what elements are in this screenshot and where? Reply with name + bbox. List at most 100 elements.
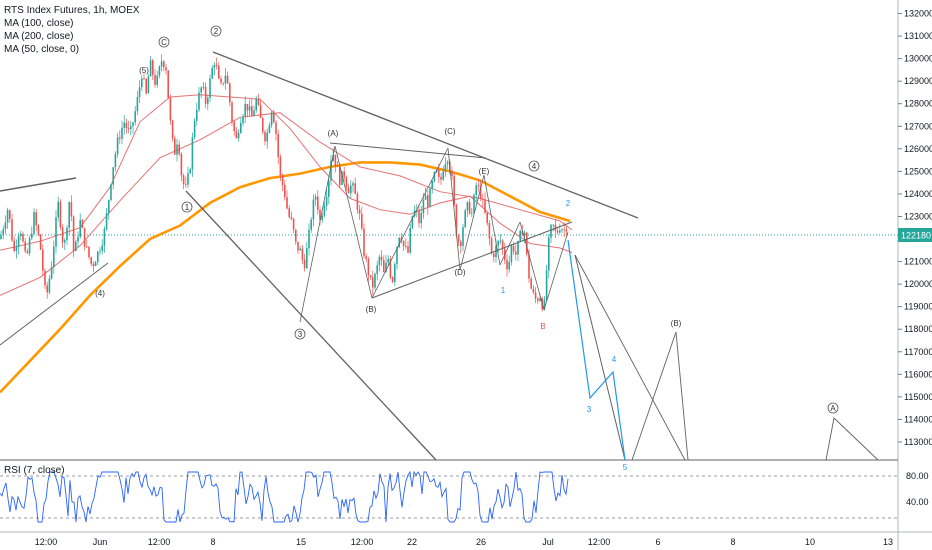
candle-body [341, 171, 343, 186]
price-tick-label: 125000 [904, 166, 932, 176]
time-tick-label: 13 [883, 537, 893, 547]
wave-annotations: C 2 1 3 4 A (5) (4) (A) (B) (C) (D) (E) (B) B 1 2 3 4 5 [95, 25, 839, 472]
trend-lines [0, 51, 879, 461]
candle-body [363, 228, 365, 257]
candle-body [259, 104, 262, 118]
candle-body [550, 224, 552, 238]
trend-line [833, 417, 879, 461]
candle-body [138, 87, 141, 97]
candle-body [358, 209, 361, 214]
candle-body [314, 196, 317, 200]
candle-body [534, 292, 537, 299]
candle-body [484, 199, 486, 213]
candle-body [537, 298, 539, 301]
candle-body [343, 171, 345, 178]
candle-body [70, 202, 73, 217]
candle-body [4, 222, 7, 230]
candle-body [266, 132, 268, 142]
time-tick-label: 10 [805, 537, 815, 547]
candle-body [167, 70, 169, 99]
chart-legend: RTS Index Futures, 1h, MOEX MA (100, clo… [4, 4, 139, 56]
candle-body [207, 97, 209, 104]
candle-body [464, 210, 466, 228]
candle-body [433, 172, 436, 182]
price-tick-label: 117000 [904, 347, 932, 357]
time-axis[interactable]: 12:00 Jun 12:00 8 15 12:00 22 26 Jul 12:00 6 8 10 13 [35, 537, 893, 547]
wave-circle-label: 1 [185, 203, 190, 212]
candle-body [301, 248, 304, 260]
candle-body [339, 166, 341, 186]
candle-body [90, 257, 92, 264]
candle-body [176, 144, 178, 155]
candle-body [31, 233, 33, 239]
candle-body [66, 227, 68, 241]
wave-circle-label: C [161, 38, 167, 47]
candle-body [391, 277, 394, 282]
candle-body [479, 185, 482, 199]
candle-body [468, 201, 471, 214]
legend-ma200: MA (200, close) [4, 31, 74, 42]
candle-body [9, 210, 11, 220]
candle-body [556, 230, 559, 233]
time-tick-label: 22 [407, 537, 417, 547]
candle-body [493, 253, 495, 258]
candle-body [114, 154, 117, 168]
wave-label: (B) [366, 305, 377, 314]
candle-body [26, 251, 29, 254]
candle-body [198, 92, 200, 110]
candle-body [286, 197, 288, 209]
candle-body [545, 270, 548, 300]
candle-body [394, 264, 396, 282]
wave-label: 2 [566, 199, 571, 208]
candle-body [455, 204, 458, 236]
candle-body [99, 250, 101, 252]
candle-body [306, 248, 308, 269]
candle-body [240, 123, 242, 134]
candle-body [213, 64, 216, 68]
candle-body [61, 227, 64, 243]
candle-body [475, 185, 477, 195]
candle-body [460, 241, 462, 246]
wave-label: 3 [587, 405, 592, 414]
candle-body [57, 201, 59, 218]
rsi-level-label: 80.00 [906, 471, 929, 481]
price-tick-label: 114000 [904, 414, 932, 424]
candle-body [332, 154, 334, 161]
candle-body [519, 230, 521, 241]
candle-body [299, 248, 301, 251]
candle-body [158, 66, 161, 76]
wave-label: 1 [501, 286, 506, 295]
candle-body [270, 112, 273, 126]
candle-body [0, 235, 2, 240]
candle-body [231, 102, 233, 122]
candle-body [248, 106, 251, 111]
candle-body [262, 117, 264, 132]
candle-body [444, 164, 447, 172]
time-tick-label: 26 [476, 537, 486, 547]
candle-body [383, 260, 385, 272]
candle-body [292, 218, 295, 230]
candle-body [310, 219, 312, 230]
candle-body [37, 225, 40, 235]
candle-body [453, 175, 455, 205]
price-tick-label: 124000 [904, 189, 932, 199]
wave-label: (A) [328, 129, 339, 138]
candle-body [264, 131, 266, 142]
price-axis[interactable]: 113000 114000 115000 116000 117000 118000 1190… [898, 9, 932, 447]
trend-line [329, 142, 487, 159]
trend-line [675, 331, 689, 461]
candle-body [517, 240, 519, 255]
candle-body [127, 128, 130, 129]
time-tick-label: Jun [93, 537, 108, 547]
candle-body [275, 122, 277, 135]
candle-body [15, 246, 18, 251]
candle-body [218, 65, 220, 79]
trend-line [0, 177, 77, 192]
rsi-line [0, 470, 569, 523]
price-tick-label: 126000 [904, 144, 932, 154]
candle-body [112, 167, 114, 185]
candle-body [50, 267, 53, 279]
trend-line [0, 262, 109, 346]
wave-circle [294, 328, 306, 340]
